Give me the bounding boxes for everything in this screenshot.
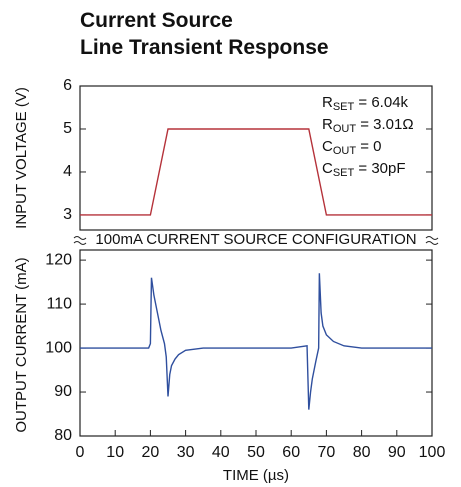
x-tick-label: 80 (353, 444, 371, 461)
annotation-rest: = 0 (356, 138, 381, 155)
x-tick-label: 40 (212, 444, 230, 461)
annotation-sub: SET (333, 167, 355, 179)
annotation-sub: OUT (333, 145, 357, 157)
x-tick-label: 50 (247, 444, 265, 461)
chart-subtitle: Line Transient Response (80, 36, 329, 59)
x-tick-label: 90 (388, 444, 406, 461)
annotation-main: R (322, 94, 333, 111)
x-axis-label: TIME (µs) (223, 467, 289, 484)
y-tick-label: 80 (54, 427, 72, 444)
y-tick-label: 6 (63, 77, 72, 94)
annotation-sub: OUT (333, 123, 357, 135)
annotation-main: C (322, 160, 333, 177)
y-tick-label: 110 (46, 295, 72, 312)
annotation: RSET = 6.04k (322, 94, 409, 113)
bottom-frame (79, 249, 433, 437)
x-tick-label: 30 (177, 444, 195, 461)
y-tick-label: 100 (45, 339, 72, 356)
annotation-rest: = 30pF (354, 160, 405, 177)
y-tick-label: 5 (63, 120, 72, 137)
annotation-rest: = 6.04k (354, 94, 408, 111)
chart-title: Current Source (80, 9, 233, 32)
y-axis-label: OUTPUT CURRENT (mA) (13, 257, 30, 432)
annotation-main: R (322, 116, 333, 133)
panel-annotation: 100mA CURRENT SOURCE CONFIGURATION (95, 231, 416, 248)
x-tick-label: 100 (419, 444, 446, 461)
annotation: ROUT = 3.01Ω (322, 116, 414, 135)
axis-break (73, 236, 87, 245)
x-tick-label: 10 (106, 444, 124, 461)
annotation-rest: = 3.01Ω (356, 116, 414, 133)
y-tick-label: 120 (45, 251, 72, 268)
x-tick-label: 20 (142, 444, 160, 461)
annotation-main: C (322, 138, 333, 155)
x-tick-label: 70 (318, 444, 336, 461)
data-line (80, 128, 432, 216)
y-tick-label: 4 (63, 163, 72, 180)
annotation: CSET = 30pF (322, 160, 406, 179)
data-line (80, 273, 432, 410)
annotation-sub: SET (333, 101, 355, 113)
y-tick-label: 3 (63, 206, 72, 223)
x-tick-label: 0 (76, 444, 85, 461)
y-axis-label: INPUT VOLTAGE (V) (13, 87, 30, 229)
x-tick-label: 60 (282, 444, 300, 461)
y-tick-label: 90 (54, 383, 72, 400)
axis-break (425, 236, 439, 245)
top-frame (79, 85, 433, 231)
annotation: COUT = 0 (322, 138, 382, 157)
